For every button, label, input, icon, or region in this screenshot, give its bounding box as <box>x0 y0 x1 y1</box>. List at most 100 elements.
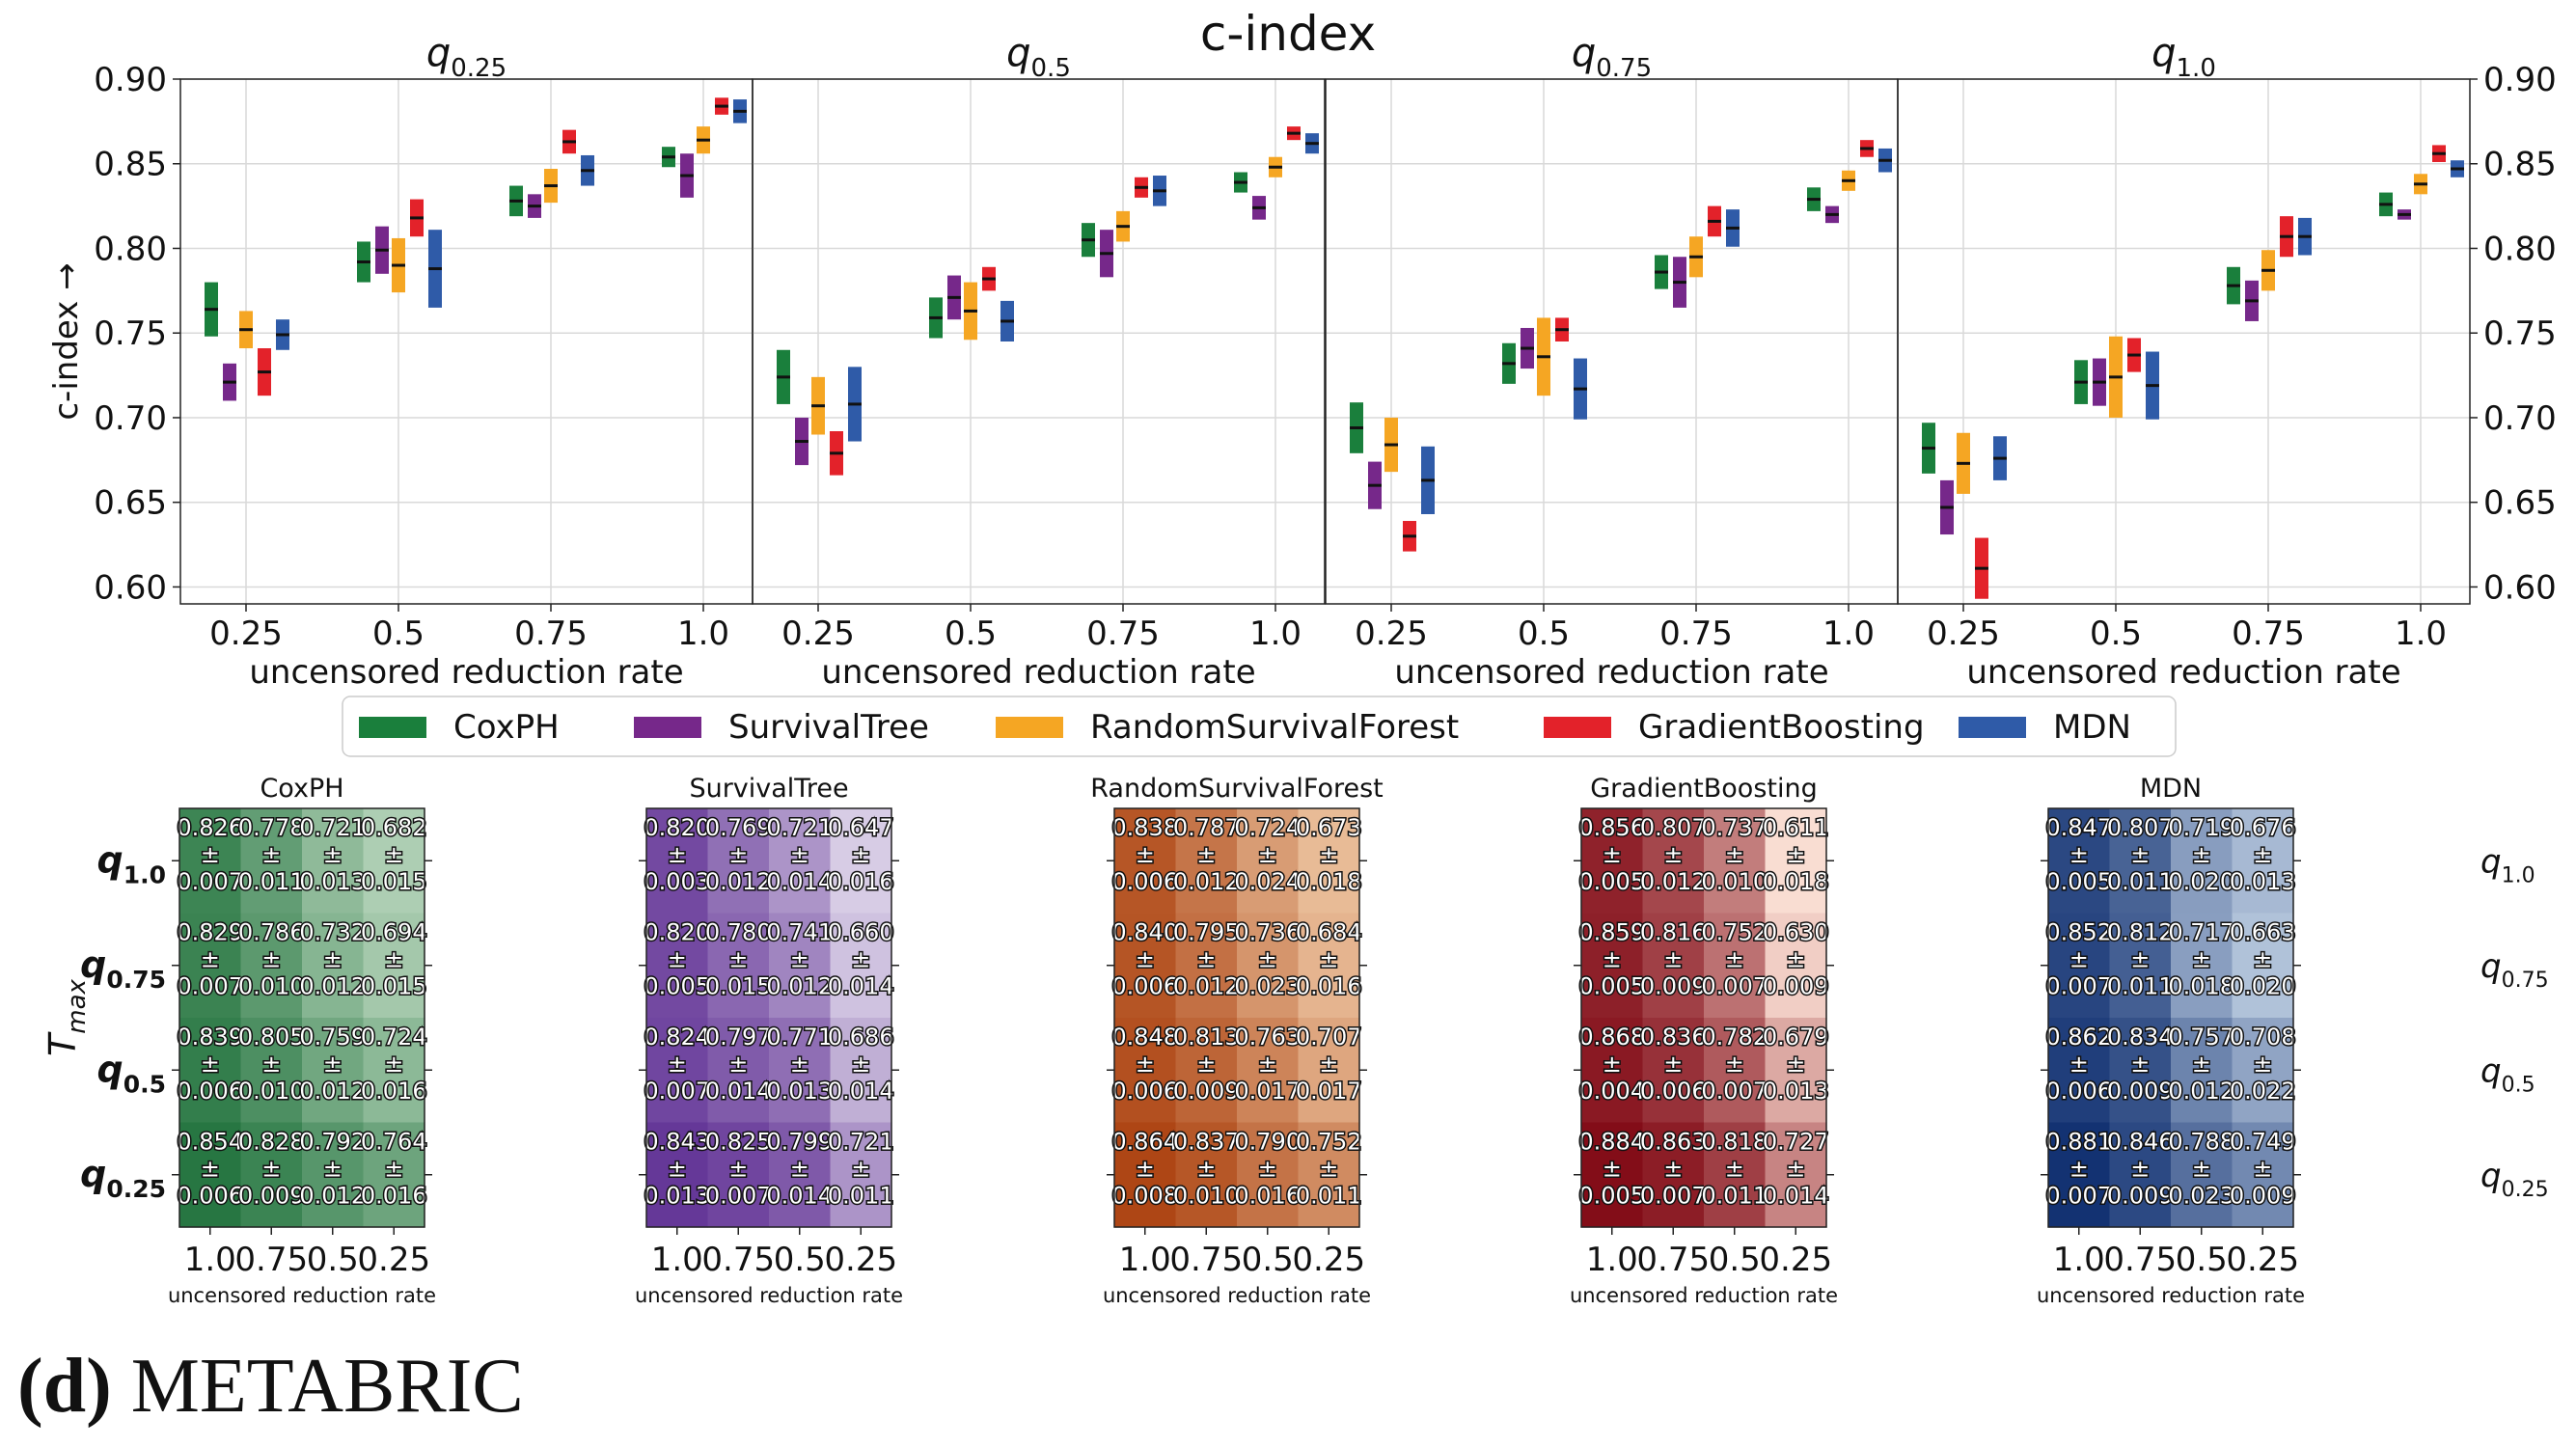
heatmap-cell-pm: ± <box>2253 841 2272 868</box>
heatmap-cell-std: 0.023 <box>1234 973 1301 1000</box>
heatmap-cell <box>363 1018 425 1124</box>
heatmap-cell <box>2109 1122 2172 1228</box>
heatmap-cell-value: 0.807 <box>2107 814 2174 841</box>
legend-label: MDN <box>2053 708 2131 747</box>
heatmap-cell-value: 0.630 <box>1763 919 1829 946</box>
heatmap-cell-value: 0.820 <box>644 814 710 841</box>
heatmap-cell-pm: ± <box>790 841 809 868</box>
heatmap-x-tick-label: 0.75 <box>1169 1241 1243 1279</box>
heatmap-cell <box>1581 1018 1644 1124</box>
heatmap-cell-std: 0.011 <box>2107 868 2174 895</box>
x-tick-label: 0.75 <box>514 614 588 653</box>
heatmap-cell-pm: ± <box>261 1051 281 1078</box>
heatmap-cell <box>2232 913 2294 1019</box>
heatmap-cell-std: 0.015 <box>361 973 427 1000</box>
heatmap-x-tick-label: 0.75 <box>701 1241 775 1279</box>
heatmap-x-axis-label: uncensored reduction rate <box>2037 1284 2305 1307</box>
heatmap-cell-value: 0.771 <box>766 1024 833 1051</box>
heatmap-y-tick-label-left: q0.25 <box>80 1153 166 1203</box>
heatmap-cell <box>363 808 425 915</box>
heatmap-x-tick-label: 0.5 <box>307 1241 359 1279</box>
heatmap-cell-pm: ± <box>1196 946 1216 973</box>
heatmap-cell <box>1581 913 1644 1019</box>
heatmap-cell-std: 0.016 <box>1296 973 1362 1000</box>
heatmap-cell <box>2171 1122 2233 1228</box>
heatmap-cell-value: 0.769 <box>705 814 772 841</box>
x-tick-label: 1.0 <box>677 614 729 653</box>
heatmap-cell-std: 0.012 <box>1173 973 1240 1000</box>
heatmap-cell <box>1704 808 1767 915</box>
heatmap-cell-std: 0.009 <box>238 1183 305 1210</box>
heatmap-cell-pm: ± <box>2130 841 2150 868</box>
heatmap-cell-value: 0.813 <box>1173 1024 1240 1051</box>
heatmap-cell <box>302 1122 365 1228</box>
y-tick-label-right: 0.90 <box>2483 61 2557 99</box>
heatmap-cell-std: 0.012 <box>299 973 366 1000</box>
panel-title: q0.5 <box>1006 31 1071 83</box>
heatmap-cell-value: 0.684 <box>1296 919 1362 946</box>
y-tick-label-right: 0.65 <box>2483 484 2557 523</box>
heatmap-panels: CoxPH0.826±0.0070.778±0.0110.721±0.0130.… <box>41 774 2549 1307</box>
heatmap-cell-pm: ± <box>1663 841 1683 868</box>
heatmap-cell <box>1765 1122 1827 1228</box>
heatmap-cell-std: 0.012 <box>1173 868 1240 895</box>
heatmap-cell-pm: ± <box>1196 1156 1216 1183</box>
heatmap-x-tick-label: 0.5 <box>1709 1241 1761 1279</box>
heatmap-cell-pm: ± <box>2069 841 2089 868</box>
heatmap-cell <box>1765 1018 1827 1124</box>
heatmap-cell-pm: ± <box>2253 1051 2272 1078</box>
heatmap-cell <box>1175 808 1238 915</box>
heatmap-cell-std: 0.005 <box>644 973 710 1000</box>
heatmap-cell <box>1704 1018 1767 1124</box>
heatmap-cell <box>1581 1122 1644 1228</box>
heatmap-cell-value: 0.837 <box>1173 1129 1240 1156</box>
heatmap-cell-value: 0.863 <box>1640 1129 1707 1156</box>
heatmap-cell-pm: ± <box>1663 946 1683 973</box>
heatmap-cell-pm: ± <box>1196 841 1216 868</box>
heatmap-cell-pm: ± <box>1725 1156 1744 1183</box>
x-tick-label: 0.5 <box>1518 614 1570 653</box>
heatmap-cell-pm: ± <box>1136 946 1155 973</box>
heatmap-x-axis-label: uncensored reduction rate <box>635 1284 903 1307</box>
heatmap-cell-std: 0.024 <box>1234 868 1301 895</box>
x-tick-label: 1.0 <box>1822 614 1875 653</box>
heatmap-cell-value: 0.732 <box>299 919 366 946</box>
legend-frame <box>342 696 2177 757</box>
heatmap-cell-std: 0.007 <box>1701 973 1768 1000</box>
heatmap-cell <box>2109 808 2172 915</box>
heatmap-cell-std: 0.008 <box>1111 1183 1178 1210</box>
heatmap-cell-pm: ± <box>851 946 870 973</box>
heatmap-cell-std: 0.007 <box>177 973 243 1000</box>
heatmap-cell <box>179 808 242 915</box>
heatmap-cell-value: 0.825 <box>705 1129 772 1156</box>
heatmap-cell-std: 0.006 <box>2045 1078 2112 1105</box>
heatmap-cell <box>1642 1122 1705 1228</box>
heatmap-cell <box>240 913 303 1019</box>
panel-frame <box>1897 78 2471 605</box>
panel-frame <box>752 78 1326 605</box>
heatmap-cell-pm: ± <box>1603 1051 1622 1078</box>
heatmap-cell <box>179 1122 242 1228</box>
heatmap-cell-value: 0.787 <box>1173 814 1240 841</box>
heatmap-cell-pm: ± <box>261 841 281 868</box>
heatmap-cell-pm: ± <box>201 1156 220 1183</box>
heatmap-cell-std: 0.003 <box>644 868 710 895</box>
heatmap-cell-value: 0.707 <box>1296 1024 1362 1051</box>
heatmap-cell <box>1642 1018 1705 1124</box>
x-tick-label: 0.25 <box>781 614 855 653</box>
x-axis-label: uncensored reduction rate <box>249 653 683 692</box>
heatmap-cell-value: 0.846 <box>2107 1129 2174 1156</box>
heatmap-cell-value: 0.778 <box>238 814 305 841</box>
heatmap-cell-pm: ± <box>1319 1051 1338 1078</box>
heatmap-cell <box>1237 808 1300 915</box>
heatmap-cell-pm: ± <box>201 1051 220 1078</box>
heatmap-cell-pm: ± <box>668 946 687 973</box>
x-tick-label: 0.75 <box>1659 614 1733 653</box>
heatmap-cell-value: 0.816 <box>1640 919 1707 946</box>
heatmap-x-axis-label: uncensored reduction rate <box>1103 1284 1371 1307</box>
heatmap-cell-value: 0.818 <box>1701 1129 1768 1156</box>
heatmap-cell-std: 0.007 <box>705 1183 772 1210</box>
heatmap-cell-pm: ± <box>2192 946 2211 973</box>
heatmap-cell-value: 0.826 <box>177 814 243 841</box>
